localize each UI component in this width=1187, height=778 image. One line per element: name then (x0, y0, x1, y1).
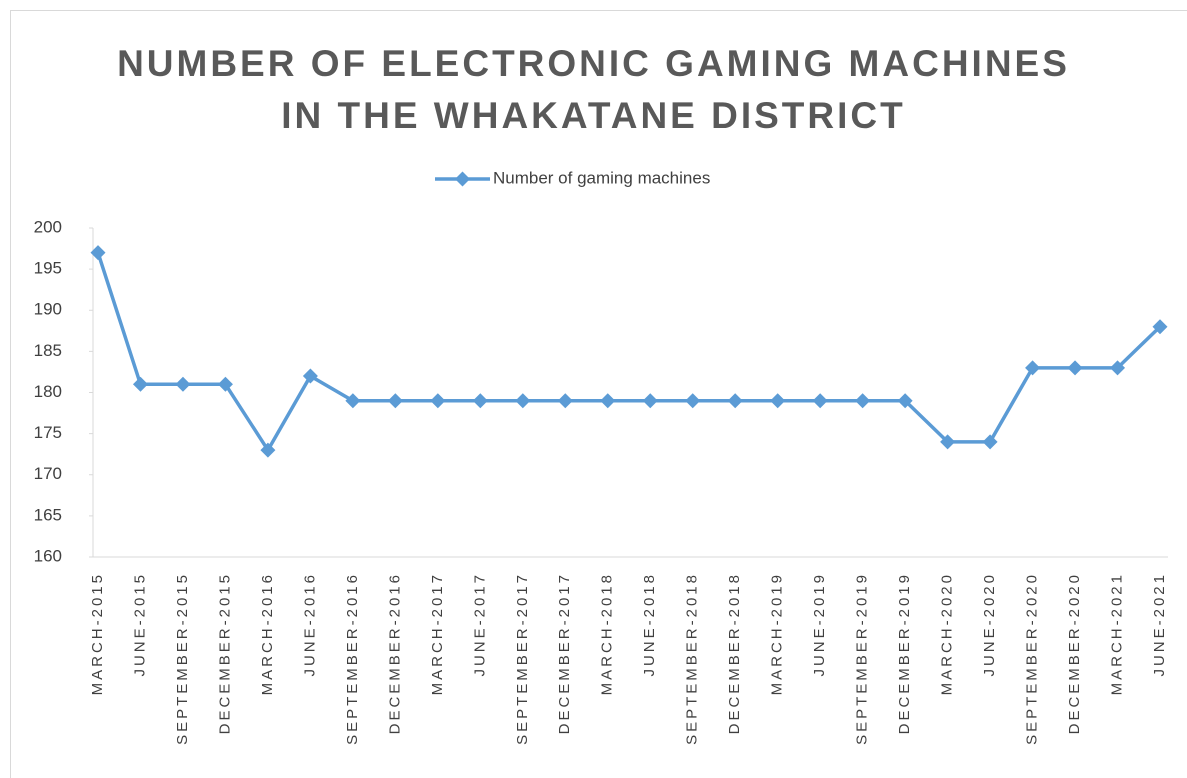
x-tick-label: MARCH-2020 (939, 572, 956, 695)
x-tick-label: SEPTEMBER-2017 (514, 572, 531, 745)
y-tick-label: 180 (34, 382, 62, 401)
x-tick-label: DECEMBER-2015 (216, 572, 233, 734)
data-point (600, 393, 616, 409)
x-tick-label: DECEMBER-2020 (1066, 572, 1083, 734)
x-tick-label: DECEMBER-2018 (726, 572, 743, 734)
data-point (302, 368, 318, 384)
data-point (217, 376, 233, 392)
x-tick-label: JUNE-2018 (641, 572, 658, 677)
y-tick-label: 190 (34, 300, 62, 319)
data-point (642, 393, 658, 409)
data-point (1110, 360, 1126, 376)
data-point (260, 442, 276, 458)
chart-border (10, 10, 1187, 778)
x-tick-label: SEPTEMBER-2015 (174, 572, 191, 745)
x-tick-label: DECEMBER-2019 (896, 572, 913, 734)
x-tick-label: JUNE-2016 (301, 572, 318, 677)
y-tick-label: 185 (34, 341, 62, 360)
title-box: NUMBER OF ELECTRONIC GAMING MACHINES IN … (0, 38, 1187, 142)
y-tick-label: 195 (34, 259, 62, 278)
data-point (855, 393, 871, 409)
x-tick-label: SEPTEMBER-2016 (344, 572, 361, 745)
chart-title: NUMBER OF ELECTRONIC GAMING MACHINES IN … (117, 43, 1070, 136)
data-point (90, 245, 106, 261)
y-tick-label: 165 (34, 505, 62, 524)
data-point (770, 393, 786, 409)
x-tick-label: SEPTEMBER-2019 (854, 572, 871, 745)
x-tick-label: MARCH-2018 (599, 572, 616, 695)
x-tick-label: JUNE-2017 (471, 572, 488, 677)
data-point (132, 376, 148, 392)
x-tick-label: MARCH-2019 (769, 572, 786, 695)
x-tick-label: JUNE-2019 (811, 572, 828, 677)
data-point (1025, 360, 1041, 376)
data-line (96, 252, 1162, 452)
x-tick-label: MARCH-2015 (89, 572, 106, 695)
data-point (940, 434, 956, 450)
data-point (515, 393, 531, 409)
y-tick-label: 160 (34, 546, 62, 565)
y-tick-label: 200 (34, 217, 62, 236)
data-point (727, 393, 743, 409)
data-point (812, 393, 828, 409)
x-tick-label: DECEMBER-2016 (386, 572, 403, 734)
data-point (387, 393, 403, 409)
x-tick-label: MARCH-2021 (1108, 572, 1125, 695)
data-point (1067, 360, 1083, 376)
y-tick-label: 170 (34, 464, 62, 483)
x-tick-label: MARCH-2016 (259, 572, 276, 695)
data-point (982, 434, 998, 450)
data-point (685, 393, 701, 409)
x-tick-label: JUNE-2021 (1151, 572, 1168, 677)
x-tick-label: MARCH-2017 (429, 572, 446, 695)
data-point (175, 376, 191, 392)
data-point (430, 393, 446, 409)
x-tick-label: JUNE-2020 (981, 572, 998, 677)
legend-marker (455, 171, 470, 187)
x-tick-label: DECEMBER-2017 (556, 572, 573, 734)
legend-label: Number of gaming machines (493, 168, 710, 187)
x-tick-label: SEPTEMBER-2020 (1024, 572, 1041, 745)
x-tick-label: JUNE-2015 (131, 572, 148, 677)
x-tick-label: SEPTEMBER-2018 (684, 572, 701, 745)
data-point (557, 393, 573, 409)
data-point (897, 393, 913, 409)
data-point (345, 393, 361, 409)
data-point (1152, 319, 1168, 335)
data-point (472, 393, 488, 409)
y-tick-label: 175 (34, 423, 62, 442)
